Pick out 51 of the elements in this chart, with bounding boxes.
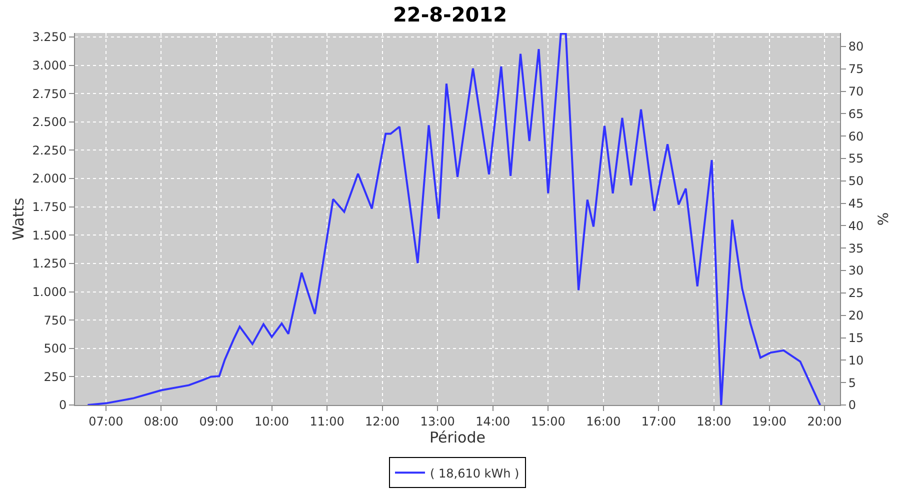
y-tick-label: 1.250 xyxy=(32,256,67,271)
y2-tick-label: 35 xyxy=(848,241,864,256)
y-tick-label: 0 xyxy=(58,398,67,412)
x-tick-label: 07:00 xyxy=(88,414,124,428)
x-tick-label: 15:00 xyxy=(530,414,566,428)
x-tick-label: 10:00 xyxy=(254,414,290,428)
chart-title: 22-8-2012 xyxy=(392,2,508,26)
x-tick-label: 19:00 xyxy=(752,414,787,428)
x-tick-label: 14:00 xyxy=(476,414,510,428)
y-tick-label: 1.000 xyxy=(32,284,67,299)
x-tick-label: 08:00 xyxy=(144,414,179,428)
x-tick-label: 12:00 xyxy=(365,414,400,428)
y-tick-label: 1.750 xyxy=(32,200,67,214)
y2-tick-label: 60 xyxy=(848,129,864,144)
x-tick-label: 20:00 xyxy=(807,414,842,428)
y2-tick-label: 75 xyxy=(848,62,864,76)
y2-tick-label: 50 xyxy=(848,174,864,188)
y-tick-label: 2.000 xyxy=(32,172,67,186)
y2-tick-label: 65 xyxy=(848,106,864,121)
y2-tick-label: 5 xyxy=(848,376,856,390)
x-tick-label: 18:00 xyxy=(696,414,732,428)
y-tick-label: 2.750 xyxy=(32,86,67,101)
y2-tick-label: 70 xyxy=(848,84,864,98)
y2-tick-label: 0 xyxy=(848,398,856,412)
y-tick-label: 750 xyxy=(44,313,67,328)
legend-label: ( 18,610 kWh ) xyxy=(430,466,520,480)
y2-tick-label: 40 xyxy=(848,218,864,233)
y-tick-label: 250 xyxy=(44,370,67,384)
y2-tick-label: 20 xyxy=(848,308,864,323)
x-tick-label: 16:00 xyxy=(586,414,621,428)
y2-tick-label: 45 xyxy=(848,196,864,211)
y-tick-label: 2.500 xyxy=(32,115,67,130)
y2-tick-label: 80 xyxy=(848,40,864,54)
x-tick-label: 11:00 xyxy=(310,414,344,428)
y-tick-label: 1.500 xyxy=(32,228,67,242)
x-axis-title: Période xyxy=(429,428,486,446)
x-tick-label: 17:00 xyxy=(641,414,676,428)
y-tick-label: 3.250 xyxy=(32,30,67,44)
y-tick-label: 2.250 xyxy=(32,143,67,158)
line-series xyxy=(86,33,822,405)
y2-tick-label: 15 xyxy=(848,330,864,345)
y2-axis-title: % xyxy=(876,212,892,226)
x-tick-label: 09:00 xyxy=(199,414,234,428)
y-axis-title: Watts xyxy=(9,198,28,240)
y2-tick-label: 30 xyxy=(848,264,864,278)
y-tick-label: 500 xyxy=(44,342,67,356)
y-tick-label: 3.000 xyxy=(32,58,67,72)
y2-tick-label: 55 xyxy=(848,152,864,166)
y2-tick-label: 10 xyxy=(848,353,864,368)
x-tick-label: 13:00 xyxy=(420,414,455,428)
y2-tick-label: 25 xyxy=(848,286,864,300)
